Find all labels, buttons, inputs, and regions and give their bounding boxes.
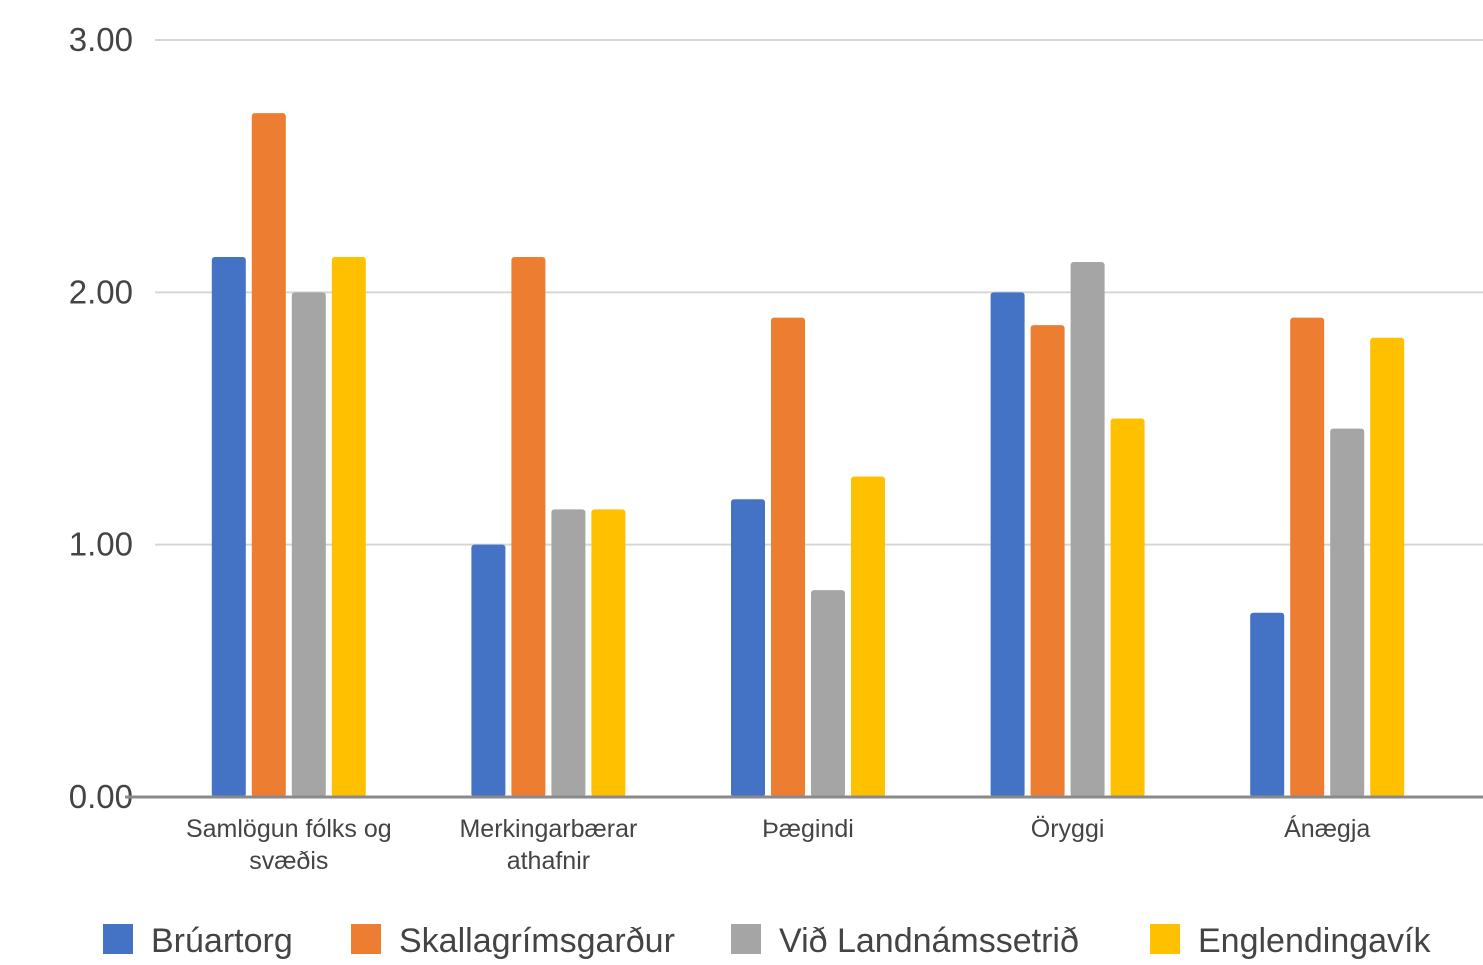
- bar: [591, 509, 626, 797]
- legend-label: Englendingavík: [1198, 922, 1432, 960]
- bar: [731, 499, 765, 797]
- legend-label: Við Landnámssetrið: [779, 922, 1079, 960]
- bar: [771, 317, 805, 797]
- bar: [551, 509, 586, 797]
- x-tick-label: Merkingarbærar: [459, 815, 637, 843]
- y-tick-label: 3.00: [69, 21, 133, 58]
- y-tick-label: 2.00: [69, 273, 133, 310]
- legend-label: Skallagrímsgarður: [399, 922, 675, 960]
- legend: Brúartorg Skallagrímsgarður Við Landnámsse…: [103, 922, 1432, 960]
- x-tick-label: Samlögun fólks og: [186, 815, 392, 843]
- bar: [851, 476, 885, 797]
- y-axis-tick-labels: 0.00 1.00 2.00 3.00: [69, 21, 133, 815]
- legend-swatch: [103, 924, 133, 954]
- gridlines: [155, 39, 1483, 546]
- legend-label: Brúartorg: [151, 922, 293, 960]
- bar: [331, 257, 366, 797]
- bar: [1030, 325, 1065, 797]
- legend-item: Skallagrímsgarður: [351, 922, 675, 960]
- legend-item: Við Landnámssetrið: [731, 922, 1079, 960]
- bars: [211, 113, 1405, 798]
- bar: [211, 257, 246, 797]
- bar: [251, 113, 286, 798]
- bar: [291, 292, 326, 797]
- bar: [1290, 317, 1325, 797]
- legend-swatch: [731, 924, 761, 954]
- bar: [511, 257, 546, 797]
- bar: [1110, 418, 1145, 797]
- legend-item: Brúartorg: [103, 922, 293, 960]
- bar: [990, 292, 1025, 797]
- bar: [1330, 428, 1365, 797]
- x-tick-label: svæðis: [249, 847, 328, 875]
- y-tick-label: 1.00: [69, 526, 133, 563]
- bar: [471, 544, 506, 797]
- y-tick-label: 0.00: [69, 778, 133, 815]
- legend-swatch: [351, 924, 381, 954]
- x-tick-label: Öryggi: [1031, 815, 1105, 843]
- legend-item: Englendingavík: [1150, 922, 1432, 960]
- x-tick-label: athafnir: [507, 847, 590, 875]
- legend-swatch: [1150, 924, 1180, 954]
- bar: [811, 590, 845, 797]
- x-tick-label: Þægindi: [762, 815, 854, 843]
- bar: [1370, 337, 1405, 797]
- bar: [1070, 262, 1105, 797]
- x-tick-label: Ánægja: [1284, 814, 1370, 843]
- bar: [1250, 612, 1285, 797]
- x-axis-tick-labels: Samlögun fólks og svæðis Merkingarbærar ath…: [186, 814, 1370, 875]
